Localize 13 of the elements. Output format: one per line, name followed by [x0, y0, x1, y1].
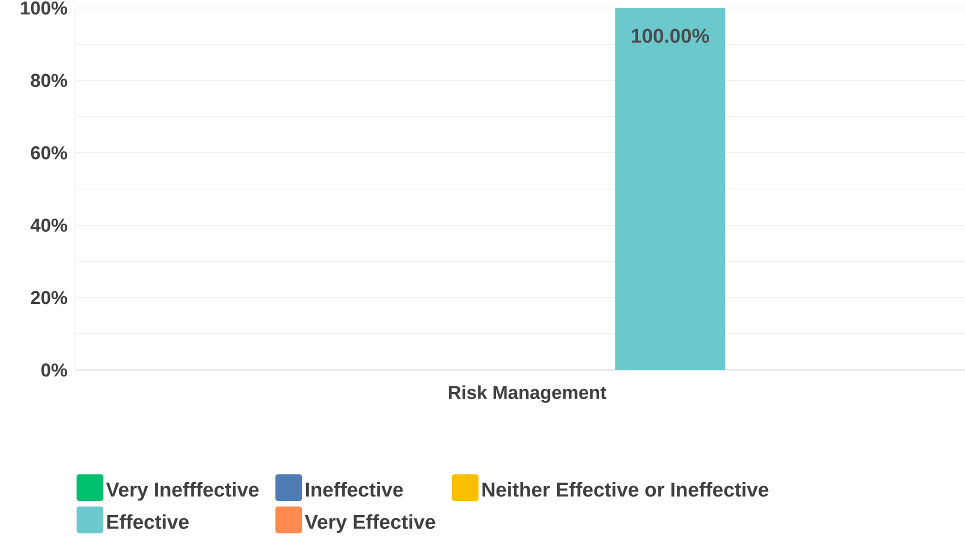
- legend-label: Effective: [107, 514, 189, 529]
- y-tick-label: 60%: [30, 146, 68, 160]
- legend-label: Very Effective: [304, 514, 436, 533]
- y-tick-label: 40%: [30, 218, 68, 232]
- y-tick-label: 20%: [30, 290, 68, 304]
- legend-label: Ineffective: [306, 482, 403, 497]
- data-label: 100.00%: [632, 28, 710, 43]
- legend-label: Very Inefffective: [106, 482, 259, 501]
- y-tick-label: 80%: [30, 74, 68, 88]
- y-tick-label: 100%: [21, 1, 68, 15]
- x-tick-label: Risk Management: [449, 385, 606, 403]
- y-tick-label: 0%: [41, 363, 68, 377]
- legend-label: Neither Effective or Ineffective: [482, 482, 768, 497]
